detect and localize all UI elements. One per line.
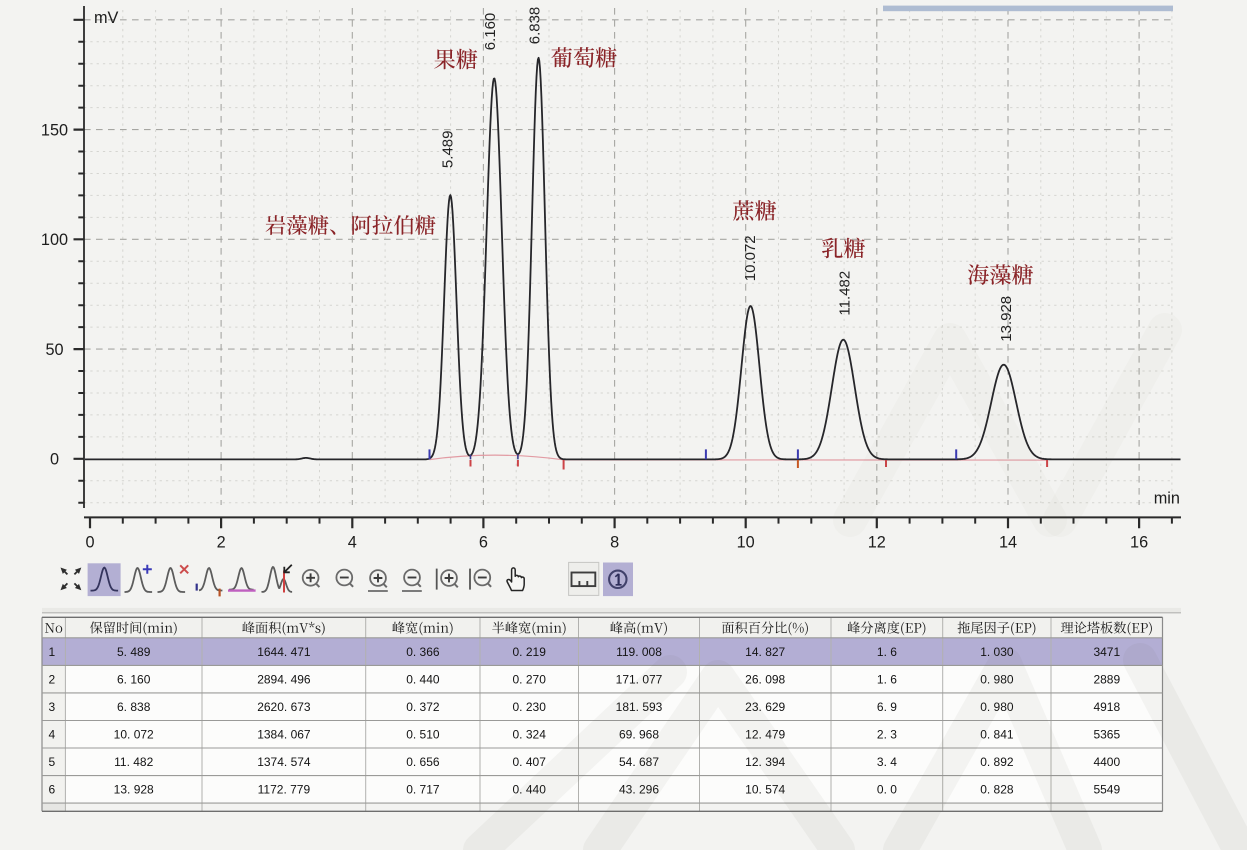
svg-text:12. 394: 12. 394 — [745, 755, 785, 769]
svg-text:171. 077: 171. 077 — [616, 672, 663, 686]
svg-text:10: 10 — [737, 534, 755, 552]
svg-text:0. 230: 0. 230 — [513, 700, 547, 714]
svg-text:0. 440: 0. 440 — [513, 783, 547, 797]
svg-text:3. 4: 3. 4 — [877, 755, 897, 769]
svg-text:50: 50 — [45, 341, 63, 359]
svg-text:5549: 5549 — [1093, 783, 1120, 797]
svg-text:0. 841: 0. 841 — [980, 728, 1014, 742]
svg-text:13.928: 13.928 — [998, 296, 1015, 342]
svg-text:0: 0 — [85, 534, 94, 552]
svg-text:12: 12 — [868, 534, 886, 552]
svg-text:119. 008: 119. 008 — [616, 645, 662, 659]
svg-text:2. 3: 2. 3 — [877, 728, 897, 742]
svg-text:0. 980: 0. 980 — [980, 672, 1014, 686]
svg-text:1. 6: 1. 6 — [877, 672, 897, 686]
svg-text:14. 827: 14. 827 — [745, 645, 785, 659]
svg-text:1. 6: 1. 6 — [877, 645, 897, 659]
svg-text:150: 150 — [41, 121, 68, 139]
svg-text:6. 160: 6. 160 — [117, 672, 151, 686]
svg-text:1644. 471: 1644. 471 — [257, 645, 311, 659]
svg-text:0. 892: 0. 892 — [980, 755, 1014, 769]
svg-text:181. 593: 181. 593 — [616, 700, 663, 714]
svg-text:0: 0 — [50, 451, 59, 469]
svg-text:6: 6 — [479, 534, 488, 552]
svg-text:2894. 496: 2894. 496 — [257, 672, 311, 686]
svg-text:14: 14 — [999, 534, 1017, 552]
svg-text:26. 098: 26. 098 — [745, 672, 785, 686]
svg-text:6.838: 6.838 — [527, 7, 544, 45]
svg-text:0. 980: 0. 980 — [980, 700, 1014, 714]
svg-text:4918: 4918 — [1093, 700, 1120, 714]
svg-text:0. 828: 0. 828 — [980, 783, 1014, 797]
svg-text:0. 717: 0. 717 — [406, 783, 440, 797]
svg-text:0. 407: 0. 407 — [513, 755, 547, 769]
svg-text:100: 100 — [41, 231, 68, 249]
svg-text:1374. 574: 1374. 574 — [257, 755, 311, 769]
svg-text:3: 3 — [48, 700, 55, 714]
svg-text:23. 629: 23. 629 — [745, 700, 785, 714]
svg-text:5.489: 5.489 — [440, 131, 457, 169]
svg-text:5. 489: 5. 489 — [117, 645, 151, 659]
svg-text:4400: 4400 — [1093, 755, 1120, 769]
svg-text:0. 440: 0. 440 — [406, 672, 440, 686]
svg-text:6.160: 6.160 — [482, 13, 499, 51]
svg-text:10. 574: 10. 574 — [745, 783, 785, 797]
svg-text:1384. 067: 1384. 067 — [257, 728, 311, 742]
svg-text:1: 1 — [48, 645, 55, 659]
svg-text:43. 296: 43. 296 — [619, 783, 659, 797]
svg-text:0. 372: 0. 372 — [406, 700, 440, 714]
svg-text:5: 5 — [48, 755, 55, 769]
svg-text:0. 324: 0. 324 — [513, 728, 547, 742]
svg-text:4: 4 — [48, 728, 55, 742]
svg-text:6. 838: 6. 838 — [117, 700, 151, 714]
svg-text:2: 2 — [48, 672, 55, 686]
svg-text:0. 270: 0. 270 — [513, 672, 547, 686]
svg-text:0. 510: 0. 510 — [406, 728, 440, 742]
svg-text:13. 928: 13. 928 — [114, 783, 154, 797]
svg-text:11. 482: 11. 482 — [114, 755, 153, 769]
svg-text:0. 0: 0. 0 — [877, 783, 897, 797]
svg-text:6: 6 — [48, 783, 55, 797]
svg-text:54. 687: 54. 687 — [619, 755, 659, 769]
svg-text:8: 8 — [610, 534, 619, 552]
svg-text:69. 968: 69. 968 — [619, 728, 659, 742]
svg-text:5365: 5365 — [1093, 728, 1120, 742]
svg-text:2620. 673: 2620. 673 — [257, 700, 311, 714]
svg-text:3471: 3471 — [1093, 645, 1120, 659]
svg-text:min: min — [1154, 490, 1180, 508]
svg-text:10.072: 10.072 — [742, 235, 759, 281]
svg-text:12. 479: 12. 479 — [745, 728, 785, 742]
svg-text:2889: 2889 — [1093, 672, 1120, 686]
svg-text:4: 4 — [348, 534, 357, 552]
svg-text:11.482: 11.482 — [836, 271, 853, 316]
svg-text:6. 9: 6. 9 — [877, 700, 897, 714]
svg-text:1. 030: 1. 030 — [980, 645, 1014, 659]
svg-text:0. 656: 0. 656 — [406, 755, 440, 769]
svg-text:0. 366: 0. 366 — [406, 645, 440, 659]
svg-text:mV: mV — [94, 9, 119, 27]
svg-text:16: 16 — [1130, 534, 1148, 552]
svg-text:1172. 779: 1172. 779 — [258, 783, 311, 797]
svg-text:10. 072: 10. 072 — [114, 728, 154, 742]
svg-text:2: 2 — [217, 534, 226, 552]
svg-text:0. 219: 0. 219 — [513, 645, 547, 659]
